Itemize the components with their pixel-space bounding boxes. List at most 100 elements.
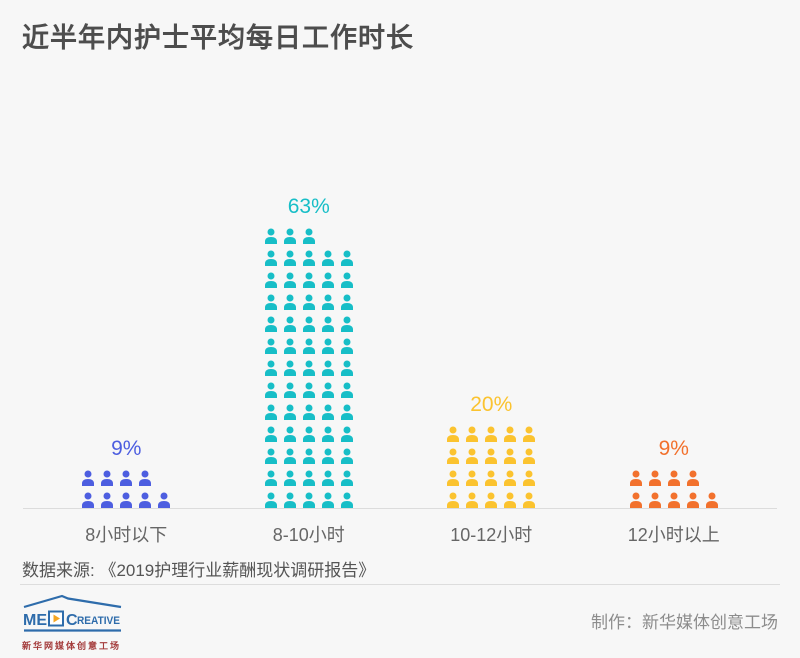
person-icon [447, 492, 460, 508]
person-icon [283, 492, 296, 508]
play-icon [53, 614, 60, 623]
person-icon [705, 492, 718, 508]
person-icon [302, 470, 315, 486]
person-icon [321, 426, 334, 442]
person-icon [321, 492, 334, 508]
person-icon [283, 360, 296, 376]
person-icon [321, 294, 334, 310]
icon-row [264, 404, 354, 420]
person-icon [302, 492, 315, 508]
icon-row [264, 250, 354, 266]
icon-row [264, 382, 354, 398]
person-icon [283, 250, 296, 266]
person-icon [447, 448, 460, 464]
person-icon [321, 272, 334, 288]
category-labels: 8小时以下 8-10小时 10-12小时 12小时以上 [35, 521, 765, 547]
percent-label: 9% [658, 437, 689, 460]
person-icon [321, 360, 334, 376]
person-icon [340, 272, 353, 288]
icon-row [264, 448, 354, 464]
person-icon [264, 404, 277, 420]
person-icon [321, 470, 334, 486]
person-icon [667, 492, 680, 508]
person-icon [283, 470, 296, 486]
icon-row [81, 470, 171, 486]
icon-grid [446, 426, 536, 508]
person-icon [139, 470, 152, 486]
person-icon [264, 316, 277, 332]
person-icon [321, 382, 334, 398]
person-icon [321, 316, 334, 332]
person-icon [302, 250, 315, 266]
icon-row [264, 316, 354, 332]
person-icon [523, 426, 536, 442]
axis-baseline [23, 508, 777, 509]
icon-grid [81, 470, 171, 508]
person-icon [466, 426, 479, 442]
person-icon [283, 228, 296, 244]
person-icon [340, 382, 353, 398]
icon-row [446, 426, 536, 442]
footer-divider [20, 584, 780, 585]
person-icon [283, 316, 296, 332]
chart-column: 63% [218, 176, 401, 508]
person-icon [302, 294, 315, 310]
person-icon [283, 404, 296, 420]
person-icon [466, 448, 479, 464]
icon-row [264, 426, 354, 442]
person-icon [264, 382, 277, 398]
person-icon [158, 492, 171, 508]
person-icon [264, 272, 277, 288]
chart-title: 近半年内护士平均每日工作时长 [22, 23, 414, 53]
chart-column: 9% [583, 176, 766, 508]
person-icon [101, 492, 114, 508]
person-icon [447, 470, 460, 486]
credit-text: 制作：新华媒体创意工场 [591, 613, 778, 632]
person-icon [340, 448, 353, 464]
logo-text-c: C [66, 612, 78, 629]
category-label: 10-12小时 [450, 525, 533, 545]
person-icon [485, 492, 498, 508]
percent-label: 63% [287, 195, 330, 218]
person-icon [283, 294, 296, 310]
person-icon [686, 470, 699, 486]
person-icon [302, 272, 315, 288]
category-label: 8小时以下 [85, 525, 168, 545]
person-icon [302, 360, 315, 376]
person-icon [264, 448, 277, 464]
icon-row [629, 470, 719, 486]
icon-grid [629, 470, 719, 508]
person-icon [302, 426, 315, 442]
category-label: 12小时以上 [627, 525, 720, 545]
person-icon [302, 448, 315, 464]
icon-row [264, 470, 354, 486]
source-text: 数据来源: 《2019护理行业薪酬现状调研报告》 [22, 561, 376, 580]
person-icon [264, 338, 277, 354]
person-icon [321, 448, 334, 464]
person-icon [340, 294, 353, 310]
person-icon [340, 338, 353, 354]
person-icon [321, 250, 334, 266]
person-icon [667, 470, 680, 486]
person-icon [485, 448, 498, 464]
icon-row [446, 448, 536, 464]
person-icon [321, 404, 334, 420]
icon-row [264, 492, 354, 508]
chart-column: 9% [35, 176, 218, 508]
person-icon [340, 316, 353, 332]
person-icon [264, 426, 277, 442]
person-icon [302, 228, 315, 244]
person-icon [264, 360, 277, 376]
person-icon [523, 448, 536, 464]
person-icon [264, 492, 277, 508]
person-icon [686, 492, 699, 508]
person-icon [283, 272, 296, 288]
person-icon [523, 470, 536, 486]
pictogram-chart: 9% 63% 20% 9% [35, 176, 765, 508]
person-icon [629, 492, 642, 508]
person-icon [504, 448, 517, 464]
logo-roof-icon [23, 594, 122, 609]
person-icon [466, 492, 479, 508]
person-icon [340, 250, 353, 266]
